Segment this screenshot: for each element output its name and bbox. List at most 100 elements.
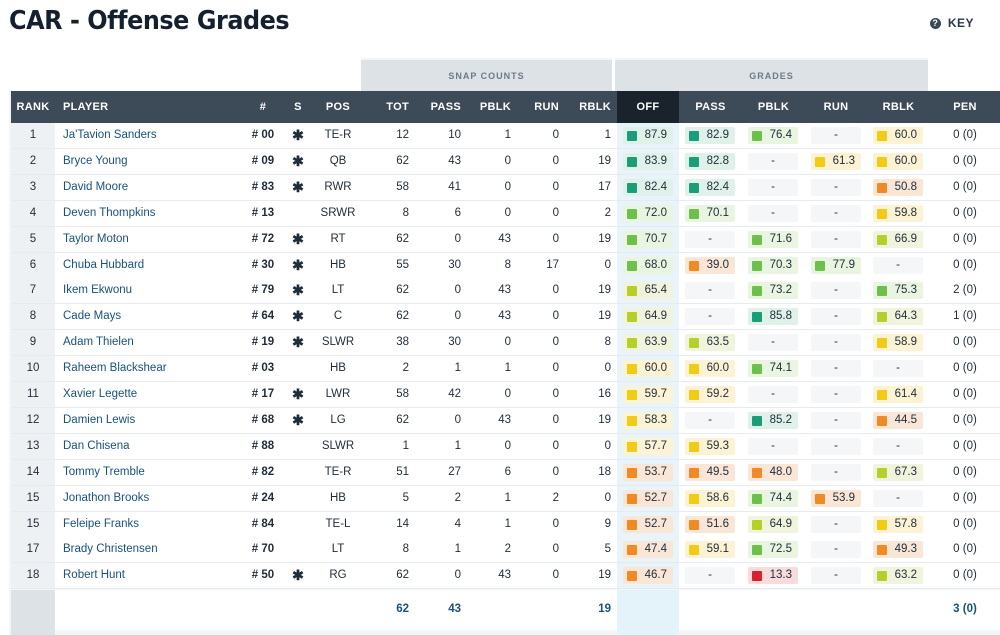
grade-run-pill: - <box>811 541 861 559</box>
column-header-grade-rblk[interactable]: RBLK <box>882 101 915 113</box>
table-row[interactable]: 18 Robert Hunt # 50 ✱ RG 62 0 43 0 19 46.7 - 13.3 - 63… <box>11 563 1000 590</box>
column-header-snap-run[interactable]: RUN <box>534 101 559 113</box>
grade-pass-pill: 49.5 <box>685 463 735 481</box>
table-row[interactable]: 15 Feleipe Franks # 84 TE-L 14 4 1 0 9 52.7 51.6 64… <box>11 511 1000 538</box>
table-row[interactable]: 1 Ja'Tavion Sanders # 00 ✱ TE-R 12 10 1 0 1 87.9 82… <box>11 123 1000 149</box>
jersey-number: # 88 <box>251 439 275 452</box>
player-name-link[interactable]: Xavier Legette <box>63 388 138 400</box>
grade-color-swatch <box>877 156 887 167</box>
rank-cell: 5 <box>11 226 55 252</box>
penalties-cell: 0 (0) <box>953 232 977 245</box>
snap-pass-cell: 1 <box>454 439 461 452</box>
table-row[interactable]: 11 Xavier Legette # 17 ✱ LWR 58 42 0 0 16 59.7 59.2… <box>11 382 1000 408</box>
grade-value-empty: - <box>834 284 838 297</box>
position-cell: RT <box>330 232 346 245</box>
column-header-grade-pblk[interactable]: PBLK <box>757 101 790 113</box>
snap-rblk-cell: 0 <box>604 439 611 452</box>
table-row[interactable]: 6 Chuba Hubbard # 30 ✱ HB 55 30 8 17 0 68.0 39.0 70.… <box>11 252 1000 279</box>
grade-value-empty: - <box>771 180 775 193</box>
player-name-link[interactable]: David Moore <box>63 180 129 193</box>
table-row[interactable]: 3 David Moore # 83 ✱ RWR 58 41 0 0 17 82.4 82.4 - - 50… <box>11 174 1000 201</box>
starter-star-icon: ✱ <box>292 152 304 169</box>
grade-off-pill: 59.7 <box>623 386 673 403</box>
grade-off-pill: 65.4 <box>623 282 673 300</box>
table-row[interactable]: 9 Adam Thielen # 19 ✱ SLWR 38 30 0 0 8 63.9 63.5 - - 5… <box>11 330 1000 357</box>
player-name-link[interactable]: Brady Christensen <box>63 543 158 556</box>
grade-value: 48.0 <box>769 465 792 478</box>
grade-off-pill: 52.7 <box>623 489 673 507</box>
player-name-link[interactable]: Chuba Hubbard <box>63 258 145 271</box>
player-name-link[interactable]: Raheem Blackshear <box>63 362 167 375</box>
column-header-grade-pass[interactable]: PASS <box>695 101 726 113</box>
player-name-link[interactable]: Robert Hunt <box>63 569 126 582</box>
grade-color-swatch <box>752 364 762 375</box>
column-header-rank[interactable]: RANK <box>16 101 50 113</box>
player-name-link[interactable]: Ikem Ekwonu <box>63 284 133 297</box>
grade-value: 61.3 <box>832 154 855 167</box>
table-row[interactable]: 14 Tommy Tremble # 82 TE-R 51 27 6 0 18 53.7 49.5 4… <box>11 459 1000 486</box>
grade-color-swatch <box>689 208 699 219</box>
position-cell: QB <box>329 154 347 167</box>
grade-off-pill: 60.0 <box>623 360 673 378</box>
grade-color-swatch <box>627 156 637 167</box>
group-spacer-right <box>928 58 1000 91</box>
column-groups: SNAP COUNTS GRADES <box>9 58 1000 91</box>
column-header-snap-rblk[interactable]: RBLK <box>579 101 611 113</box>
grade-value-empty: - <box>834 465 838 478</box>
column-header-player[interactable]: PLAYER <box>63 101 109 113</box>
player-name-link[interactable]: Jonathon Brooks <box>63 491 150 504</box>
player-name-link[interactable]: Feleipe Franks <box>63 517 140 530</box>
position-cell: RWR <box>324 180 352 193</box>
table-row[interactable]: 7 Ikem Ekwonu # 79 ✱ LT 62 0 43 0 19 65.4 - 73.2 - 75.… <box>11 278 1000 305</box>
grade-pblk-pill: 76.4 <box>748 127 798 144</box>
table-row[interactable]: 2 Bryce Young # 09 ✱ QB 62 43 0 0 19 83.9 82.8 - 61.3… <box>11 148 1000 175</box>
column-header-starter[interactable]: S <box>294 101 302 113</box>
player-name-link[interactable]: Ja'Tavion Sanders <box>63 129 157 141</box>
table-row[interactable]: 5 Taylor Moton # 72 ✱ RT 62 0 43 0 19 70.7 - 71.6 - 66… <box>11 226 1000 253</box>
player-name-link[interactable]: Adam Thielen <box>63 336 134 349</box>
player-name-link[interactable]: Tommy Tremble <box>63 465 145 478</box>
grade-rblk-pill: 75.3 <box>873 282 923 300</box>
snap-rblk-cell: 9 <box>604 517 611 530</box>
column-header-grade-run[interactable]: RUN <box>823 101 849 113</box>
column-header-grade-off[interactable]: OFF <box>617 91 679 123</box>
player-name-link[interactable]: Dan Chisena <box>63 439 130 452</box>
player-name-link[interactable]: Deven Thompkins <box>63 206 156 219</box>
column-header-penalties[interactable]: PEN <box>953 101 977 113</box>
starter-star-icon <box>287 201 309 226</box>
grade-pblk-pill: - <box>748 204 798 222</box>
table-row[interactable]: 4 Deven Thompkins # 13 SRWR 8 6 0 0 2 72.0 70.1 - - 5… <box>11 200 1000 227</box>
grade-value: 72.5 <box>769 543 792 556</box>
grade-value-empty: - <box>896 491 900 504</box>
grade-value: 76.4 <box>769 129 792 141</box>
player-name-link[interactable]: Cade Mays <box>63 310 122 323</box>
starter-star-icon <box>287 537 309 562</box>
grade-run-pill: - <box>811 127 861 144</box>
key-button[interactable]: ? KEY <box>929 16 974 30</box>
grade-pblk-pill: 85.2 <box>748 411 798 429</box>
column-header-snap-pass[interactable]: PASS <box>430 101 461 113</box>
table-row[interactable]: 10 Raheem Blackshear # 03 HB 2 1 1 0 0 60.0 60.0 74… <box>11 356 1000 383</box>
table-row[interactable]: 17 Brady Christensen # 70 LT 8 1 2 0 5 47.4 59.1 72… <box>11 537 1000 564</box>
grade-value-empty: - <box>771 336 775 349</box>
player-name-link[interactable]: Taylor Moton <box>63 232 129 245</box>
grade-rblk-pill: 57.8 <box>873 515 923 533</box>
column-header-snap-tot[interactable]: TOT <box>386 101 409 113</box>
rank-cell: 12 <box>11 407 55 433</box>
grade-value: 59.3 <box>706 439 729 452</box>
player-name-link[interactable]: Damien Lewis <box>63 413 136 426</box>
table-row[interactable]: 13 Dan Chisena # 88 SLWR 1 1 0 0 0 57.7 59.3 - - - 0 (… <box>11 433 1000 460</box>
grade-color-swatch <box>752 260 762 271</box>
grade-value: 71.6 <box>769 232 792 245</box>
jersey-number: # 50 <box>251 569 275 582</box>
grade-pass-pill: 60.0 <box>685 360 735 378</box>
player-name-link[interactable]: Bryce Young <box>63 154 128 167</box>
grade-value: 75.3 <box>894 284 917 297</box>
jersey-number: # 19 <box>251 336 275 349</box>
table-row[interactable]: 12 Damien Lewis # 68 ✱ LG 62 0 43 0 19 58.3 - 85.2 - 4… <box>11 407 1000 434</box>
column-header-position[interactable]: POS <box>325 101 351 113</box>
table-row[interactable]: 8 Cade Mays # 64 ✱ C 62 0 43 0 19 64.9 - 85.8 - 64.3 1 … <box>11 304 1000 331</box>
table-row[interactable]: 15 Jonathon Brooks # 24 HB 5 2 1 2 0 52.7 58.6 74.4… <box>11 485 1000 512</box>
column-header-number[interactable]: # <box>259 101 267 113</box>
column-header-snap-pblk[interactable]: PBLK <box>479 101 511 113</box>
